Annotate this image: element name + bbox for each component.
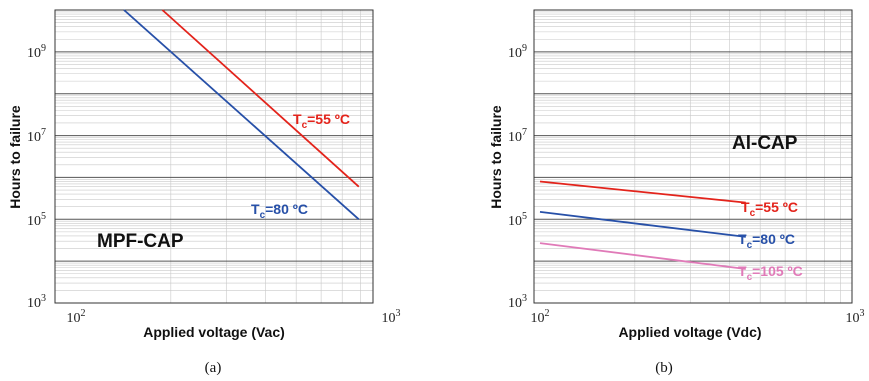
- ytick-label: 107: [508, 127, 527, 145]
- series-label-b-80: Tc=80 ºC: [738, 231, 795, 251]
- series-line-a-1: [123, 9, 360, 220]
- xtick-label: 102: [67, 308, 86, 326]
- chart-panel-b: 109 107 105 103 102 103 Applied voltage …: [488, 9, 865, 376]
- annotation-al-cap: Al-CAP: [732, 133, 798, 154]
- series-label-b-55: Tc=55 ºC: [741, 199, 798, 219]
- ytick-label: 109: [27, 43, 46, 61]
- ytick-label: 103: [27, 293, 46, 311]
- plot-area-a: [54, 9, 374, 304]
- plot-area-b: [533, 9, 853, 304]
- series-line-b-0: [539, 180, 746, 204]
- series-line-a-0: [161, 9, 360, 188]
- series-line-b-2: [539, 242, 746, 270]
- x-axis-label-b: Applied voltage (Vdc): [618, 324, 761, 340]
- plot-frame-a: [54, 9, 374, 304]
- series-label-a-80: Tc=80 ºC: [251, 201, 308, 221]
- ytick-label: 105: [508, 211, 527, 229]
- ytick-label: 103: [508, 293, 527, 311]
- xtick-label: 102: [531, 308, 550, 326]
- panel-caption-a: (a): [205, 360, 222, 376]
- ytick-label: 107: [27, 127, 46, 145]
- xtick-label: 103: [846, 308, 865, 326]
- chart-panel-a: 109 107 105 103 102 103 Applied voltage …: [7, 9, 401, 376]
- y-axis-label-a: Hours to failure: [7, 105, 23, 209]
- ytick-label: 105: [27, 211, 46, 229]
- series-label-a-55: Tc=55 ºC: [293, 111, 350, 131]
- y-axis-label-b: Hours to failure: [488, 105, 504, 209]
- series-group-a: [123, 9, 360, 220]
- xtick-label: 103: [382, 308, 401, 326]
- x-axis-label-a: Applied voltage (Vac): [143, 324, 285, 340]
- grid-b: [534, 9, 852, 304]
- series-line-b-1: [539, 211, 746, 238]
- ytick-label: 109: [508, 43, 527, 61]
- plot-frame-b: [533, 9, 853, 304]
- panel-caption-b: (b): [655, 360, 673, 376]
- series-label-b-105: Tc=105 ºC: [738, 263, 803, 283]
- annotation-mpf-cap: MPF-CAP: [97, 231, 184, 252]
- series-group-b: [539, 180, 746, 270]
